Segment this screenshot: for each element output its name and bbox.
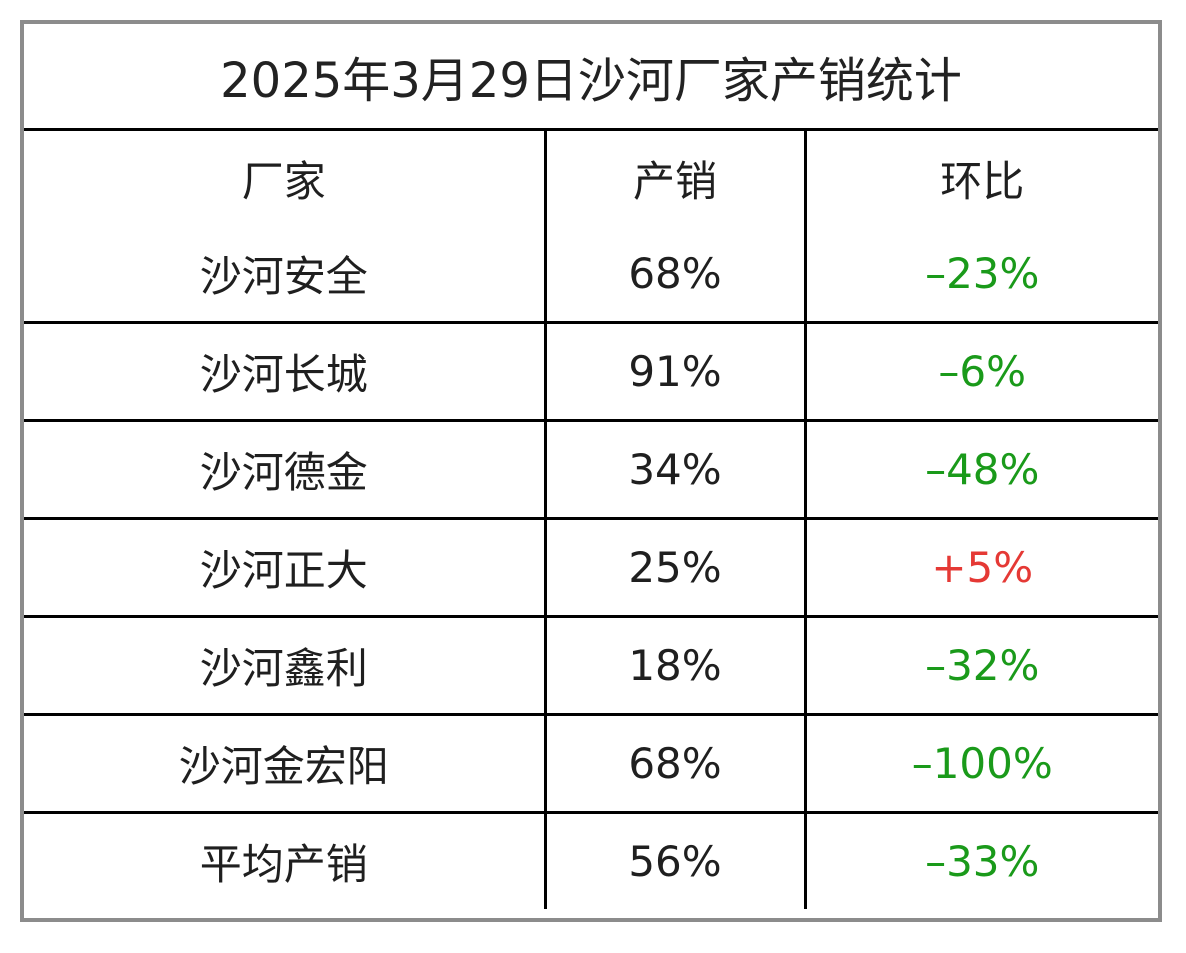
header-sales: 产销 xyxy=(543,131,805,226)
factory-cell: 沙河安全 xyxy=(199,252,368,301)
change-cell: +5% xyxy=(803,517,1158,617)
change-cell: –23% xyxy=(803,226,1158,323)
change-cell: –48% xyxy=(803,419,1158,519)
header-change: 环比 xyxy=(803,131,1158,226)
factory-cell: 沙河德金 xyxy=(24,419,545,519)
sales-cell: 56% xyxy=(543,811,805,909)
table-row: 沙河鑫利 18% –32% xyxy=(24,615,1158,715)
table-row: 沙河德金 34% –48% xyxy=(24,419,1158,519)
change-cell: –100% xyxy=(803,713,1158,813)
header-factory: 厂家 xyxy=(241,157,326,206)
factory-cell: 沙河金宏阳 xyxy=(24,713,545,813)
table-row: 沙河安全 68% –23% xyxy=(24,226,1158,323)
table-row: 沙河正大 25% +5% xyxy=(24,517,1158,617)
sales-cell: 34% xyxy=(543,419,805,519)
stats-table: 厂家 产销 环比 沙河安全 68% –23% 沙河长城 91% –6% 沙河德金… xyxy=(24,131,1158,909)
factory-cell: 沙河长城 xyxy=(24,321,545,421)
table-row: 沙河金宏阳 68% –100% xyxy=(24,713,1158,813)
change-cell: –32% xyxy=(803,615,1158,715)
average-row: 平均产销 56% –33% xyxy=(24,811,1158,909)
sales-cell: 68% xyxy=(543,226,805,323)
table-row: 沙河长城 91% –6% xyxy=(24,321,1158,421)
table-title: 2025年3月29日沙河厂家产销统计 xyxy=(24,24,1158,131)
sales-cell: 91% xyxy=(543,321,805,421)
change-cell: –6% xyxy=(803,321,1158,421)
factory-cell: 沙河正大 xyxy=(24,517,545,617)
factory-cell: 平均产销 xyxy=(24,811,545,909)
factory-cell: 沙河鑫利 xyxy=(24,615,545,715)
sales-cell: 25% xyxy=(543,517,805,617)
sales-cell: 68% xyxy=(543,713,805,813)
sales-cell: 18% xyxy=(543,615,805,715)
change-cell: –33% xyxy=(803,811,1158,909)
header-row: 厂家 产销 环比 xyxy=(24,131,1158,226)
stats-table-frame: 2025年3月29日沙河厂家产销统计 厂家 产销 环比 沙河安全 68% –23… xyxy=(20,20,1162,922)
